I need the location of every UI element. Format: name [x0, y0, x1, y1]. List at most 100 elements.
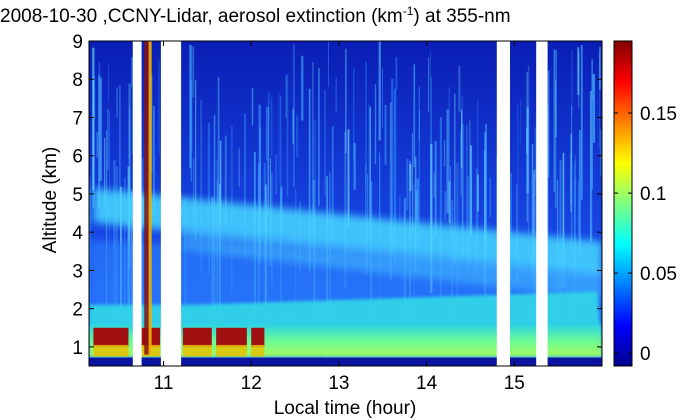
noise-streak: [454, 93, 456, 266]
noise-streak: [555, 80, 557, 209]
noise-streak: [547, 70, 550, 178]
noise-streak: [328, 41, 329, 87]
x-tick-label: 13: [328, 373, 349, 394]
noise-streak: [418, 86, 420, 273]
noise-streak: [460, 129, 462, 196]
data-gap: [536, 41, 548, 366]
noise-streak: [251, 88, 254, 126]
high-extinction-patch: [182, 327, 212, 347]
data-gaps: [132, 41, 548, 366]
noise-streak: [444, 191, 447, 221]
y-tick-label: 4: [72, 223, 83, 244]
high-extinction-patch: [93, 327, 129, 347]
noise-streak: [267, 107, 270, 217]
noise-streak: [224, 135, 227, 233]
noise-streak: [285, 75, 287, 118]
noise-streak: [439, 117, 442, 299]
noise-streak: [559, 160, 562, 297]
noise-streak: [365, 61, 367, 186]
noise-streak: [152, 106, 155, 216]
noise-streak: [470, 145, 473, 236]
noise-streak: [98, 74, 101, 208]
high-extinction-patch-edge: [182, 344, 212, 357]
noise-streak: [577, 47, 580, 95]
noise-streak: [189, 44, 192, 168]
noise-streak: [258, 104, 261, 265]
noise-streak: [353, 67, 355, 162]
noise-streak: [318, 68, 320, 206]
y-tick-label: 3: [72, 261, 83, 282]
noise-streak: [141, 158, 144, 324]
x-tick-label: 12: [241, 373, 262, 394]
chart-title: 2008-10-30 ,CCNY-Lidar, aerosol extincti…: [0, 4, 511, 27]
noise-streak: [378, 41, 381, 141]
noise-streak: [270, 97, 273, 156]
y-axis-label: Altitude (km): [40, 147, 61, 254]
y-tick-label: 9: [72, 32, 83, 53]
noise-streak: [434, 141, 437, 236]
noise-streak: [379, 151, 381, 222]
high-extinction-column: [144, 41, 152, 355]
noise-streak: [384, 104, 387, 165]
noise-streak: [517, 103, 519, 283]
noise-streak: [448, 181, 451, 224]
colorbar-ticks: 0 0.05 0.1 0.15: [614, 104, 677, 365]
noise-streak: [104, 137, 106, 203]
noise-streak: [116, 87, 119, 118]
noise-streak: [389, 102, 392, 281]
noise-streak: [570, 153, 572, 204]
noise-streak: [414, 156, 417, 273]
noise-streak: [577, 181, 580, 238]
noise-streak: [428, 57, 430, 112]
noise-streak: [461, 96, 463, 267]
noise-streak: [92, 47, 95, 191]
noise-streak: [267, 92, 270, 123]
noise-streak: [195, 79, 197, 241]
noise-streak: [193, 158, 195, 233]
noise-streak: [485, 124, 487, 250]
noise-streak: [382, 67, 383, 128]
data-gap: [132, 41, 142, 366]
noise-streak: [562, 152, 565, 288]
noise-streak: [278, 92, 280, 184]
colorbar-tick-label: 0.15: [640, 104, 677, 125]
noise-streak: [475, 168, 478, 278]
noise-streak: [345, 48, 347, 154]
y-tick-label: 7: [72, 108, 83, 129]
noise-streak: [374, 84, 377, 165]
noise-streak: [526, 71, 528, 222]
noise-streak: [99, 77, 102, 181]
noise-streak: [443, 140, 446, 167]
noise-streak: [96, 132, 98, 158]
noise-streak: [108, 63, 109, 102]
noise-streak: [570, 133, 573, 213]
noise-streak: [368, 103, 370, 213]
noise-streak: [308, 88, 311, 274]
colorbar-tick-label: 0: [640, 344, 651, 365]
colorbar-tick-label: 0.05: [640, 264, 677, 285]
noise-streak: [416, 178, 419, 228]
noise-streak: [575, 154, 576, 210]
noise-streak: [344, 131, 347, 288]
high-extinction-patch-edge: [216, 344, 247, 357]
noise-streak: [533, 173, 535, 234]
noise-streak: [534, 127, 537, 179]
noise-streak: [353, 143, 356, 190]
noise-streak: [448, 87, 450, 187]
noise-streak: [119, 85, 121, 206]
noise-streak: [446, 109, 449, 214]
noise-streak: [598, 53, 601, 149]
noise-streak: [115, 166, 118, 311]
surface-band: [89, 357, 602, 366]
noise-streak: [107, 109, 110, 171]
noise-streak: [200, 99, 203, 273]
noise-streak: [109, 111, 110, 237]
noise-streak: [217, 77, 220, 208]
noise-streak: [477, 174, 479, 212]
noise-streak: [458, 66, 461, 113]
y-tick-label: 5: [72, 185, 83, 206]
high-extinction-patch-edge: [93, 344, 129, 357]
noise-streak: [151, 74, 153, 174]
y-tick-label: 6: [72, 147, 83, 168]
